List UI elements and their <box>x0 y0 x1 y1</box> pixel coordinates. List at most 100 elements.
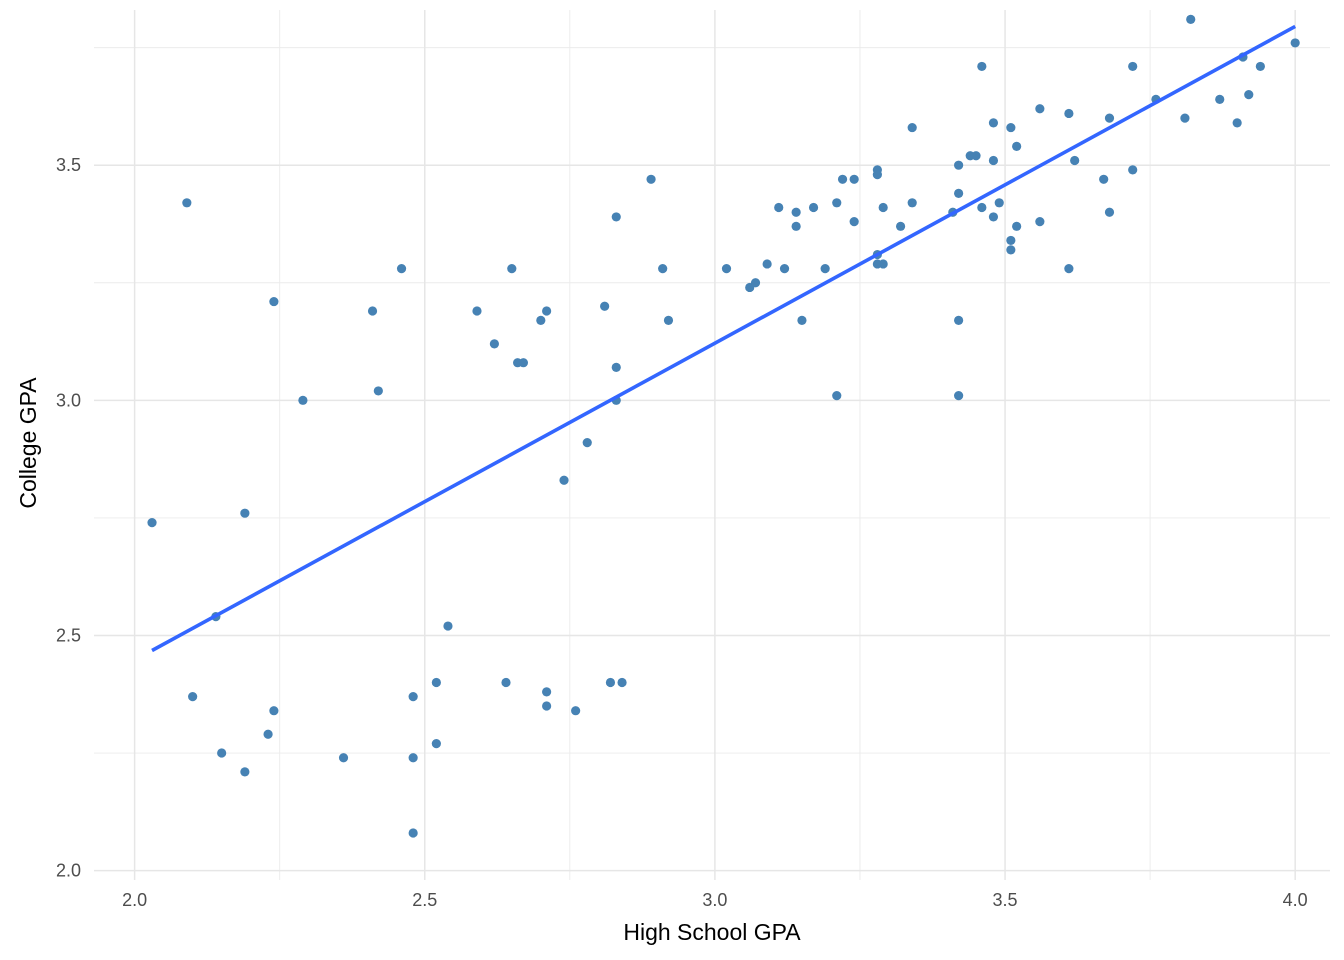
data-point <box>1012 141 1022 151</box>
data-point <box>779 264 790 274</box>
data-point <box>617 677 627 688</box>
data-point <box>872 169 882 180</box>
x-tick-label: 4.0 <box>1283 890 1308 910</box>
data-point <box>1232 118 1242 128</box>
data-point <box>646 174 656 184</box>
data-point <box>1180 113 1190 123</box>
data-point <box>954 315 964 325</box>
data-point <box>182 198 192 208</box>
data-point <box>518 358 529 368</box>
data-point <box>542 687 552 697</box>
data-point <box>988 155 999 166</box>
data-point <box>501 677 511 688</box>
data-point <box>536 315 546 325</box>
data-point <box>721 264 732 274</box>
data-point <box>1104 113 1115 123</box>
data-point <box>408 753 418 763</box>
regression-line <box>151 24 1297 653</box>
data-point <box>1035 217 1045 227</box>
data-point <box>1244 90 1254 100</box>
minor-gridlines <box>94 10 1330 880</box>
data-point <box>837 174 848 184</box>
data-point <box>1006 122 1016 133</box>
x-tick-label: 2.5 <box>412 890 437 910</box>
data-point <box>373 386 383 396</box>
data-point <box>1215 94 1225 104</box>
data-point <box>571 706 581 716</box>
data-point <box>954 391 964 401</box>
data-point <box>605 677 616 688</box>
data-point <box>1128 61 1138 72</box>
data-point <box>797 315 807 325</box>
data-point <box>907 198 917 208</box>
data-point <box>977 61 987 72</box>
data-point <box>147 517 157 528</box>
data-point <box>240 508 250 518</box>
data-point <box>263 729 273 739</box>
data-point <box>820 264 830 274</box>
data-point <box>878 259 888 269</box>
data-point <box>396 264 407 274</box>
data-point <box>849 174 859 184</box>
data-point <box>907 122 917 133</box>
data-point <box>367 306 378 316</box>
data-point <box>542 306 552 316</box>
data-points <box>147 14 1300 838</box>
data-point <box>408 828 418 838</box>
data-point <box>988 118 999 128</box>
x-axis-title: High School GPA <box>623 919 801 945</box>
y-tick-label: 3.5 <box>56 155 81 175</box>
data-point <box>954 160 964 170</box>
data-point <box>1035 104 1045 114</box>
data-point <box>774 202 784 213</box>
data-point <box>507 264 517 274</box>
data-point <box>217 748 227 758</box>
data-point <box>408 691 418 702</box>
data-point <box>1255 61 1265 72</box>
data-point <box>849 217 859 227</box>
data-point <box>954 188 964 199</box>
data-point <box>431 739 441 749</box>
data-point <box>832 198 842 208</box>
data-point <box>600 301 610 311</box>
data-point <box>750 278 761 288</box>
data-point <box>791 221 801 231</box>
data-point <box>1290 38 1300 48</box>
data-point <box>878 202 888 213</box>
data-point <box>1006 235 1016 246</box>
data-point <box>895 221 906 231</box>
data-point <box>298 395 308 405</box>
data-point <box>188 691 198 702</box>
data-point <box>338 753 349 763</box>
data-point <box>1064 108 1074 119</box>
data-point <box>559 475 569 485</box>
data-point <box>791 207 801 217</box>
data-point <box>977 202 987 213</box>
data-point <box>431 677 441 688</box>
data-point <box>542 701 552 711</box>
regression-line-group <box>151 24 1297 653</box>
data-point <box>1006 245 1016 255</box>
data-point <box>971 151 981 161</box>
x-tick-label: 3.5 <box>993 890 1018 910</box>
data-point <box>611 212 621 222</box>
data-point <box>988 212 999 222</box>
y-tick-label: 2.0 <box>56 861 81 881</box>
y-tick-label: 2.5 <box>56 625 81 645</box>
y-axis-tick-labels: 2.0 2.5 3.0 3.5 <box>56 155 81 880</box>
data-point <box>611 362 621 373</box>
x-tick-label: 3.0 <box>702 890 727 910</box>
data-point <box>443 621 453 631</box>
data-point <box>269 706 279 716</box>
data-point <box>1186 14 1196 25</box>
data-point <box>994 198 1004 208</box>
data-point <box>762 259 772 269</box>
data-point <box>472 306 482 316</box>
data-point <box>1128 165 1138 175</box>
data-point <box>832 391 842 401</box>
data-point <box>808 202 819 213</box>
major-gridlines <box>94 10 1330 880</box>
data-point <box>1064 264 1074 274</box>
x-tick-label: 2.0 <box>122 890 147 910</box>
